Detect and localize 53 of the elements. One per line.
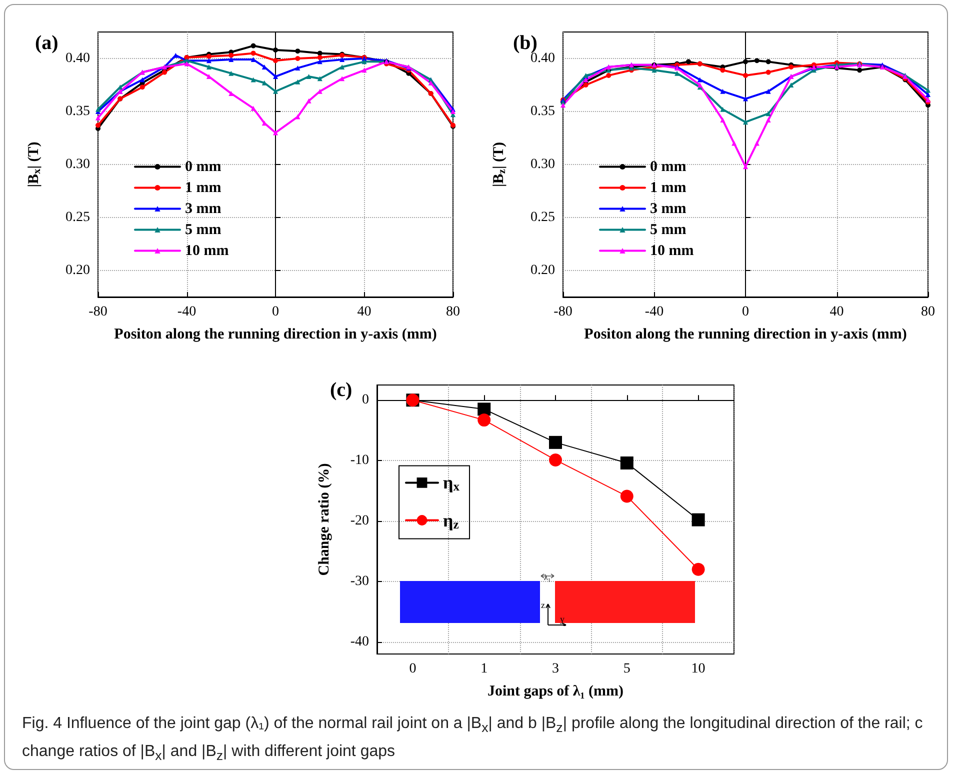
x-axis-title: Positon along the running direction in y-axis (mm): [584, 326, 907, 342]
x-tick-label: -40: [177, 304, 196, 320]
legend-label: 0 mm: [185, 158, 222, 175]
x-tick-label: -80: [554, 304, 572, 320]
legend-label: 5 mm: [650, 222, 687, 238]
y-tick-label: -20: [350, 514, 369, 529]
legend-label: 1 mm: [650, 180, 687, 196]
y-tick-label: 0.35: [66, 104, 90, 119]
legend-label: 0 mm: [650, 158, 687, 175]
legend-label: 5 mm: [185, 222, 222, 238]
x-tick-label: 40: [357, 304, 372, 320]
legend-label: 10 mm: [185, 242, 230, 259]
x-tick-label: 1: [480, 662, 488, 676]
annotation: y: [560, 614, 565, 624]
x-tick-label: 0: [409, 662, 416, 676]
legend-label: 3 mm: [650, 200, 687, 217]
legend-label: 10 mm: [650, 242, 694, 259]
x-tick-label: -40: [644, 304, 664, 320]
x-tick-label: 3: [552, 662, 559, 676]
x-tick-label: 10: [691, 662, 706, 676]
y-tick-label: 0: [362, 392, 369, 408]
annotation: z: [541, 600, 545, 610]
chart-title: (c): [330, 379, 352, 401]
legend-label: 1 mm: [185, 180, 222, 196]
y-tick-label: 0.20: [530, 263, 555, 278]
y-tick-label: 0.40: [66, 51, 90, 66]
y-tick-label: 0.35: [530, 104, 555, 119]
x-tick-label: 40: [830, 304, 844, 320]
y-tick-label: 0.25: [530, 210, 555, 225]
x-tick-label: 80: [446, 304, 460, 320]
y-axis-title: |Bx| (T): [26, 142, 43, 188]
y-tick-label: 0.20: [66, 263, 90, 278]
x-tick-label: 0: [272, 304, 279, 320]
y-tick-label: 0.30: [530, 157, 555, 172]
x-tick-label: 80: [921, 304, 935, 320]
y-tick-label: 0.40: [530, 51, 555, 66]
y-axis-title: Change ratio (%): [316, 463, 332, 576]
y-tick-label: -30: [350, 574, 369, 589]
annotation: λ₁: [544, 573, 551, 582]
legend-label: 3 mm: [185, 200, 222, 217]
chart-title: (a): [35, 32, 58, 54]
x-axis-title: Joint gaps of λ₁ (mm): [487, 684, 624, 700]
y-tick-label: -10: [350, 453, 369, 468]
x-tick-label: 5: [623, 662, 630, 676]
y-tick-label: -40: [350, 634, 369, 650]
x-tick-label: -80: [88, 304, 108, 320]
x-tick-label: 0: [742, 304, 749, 320]
y-tick-label: 0.30: [66, 157, 90, 172]
chart-title: (b): [513, 32, 538, 54]
text: Fig. 4 Influence of the joint gap (λ₁) of the normal rail joint on a |B$_{x}$| and b |B$_{z}$| profile along the longitudinal direction of the rail; c change ratios of |B$_{x}$| and |B$_{z}$| with different joint gaps: [22, 715, 923, 764]
x-axis-title: Positon along the running direction in y-axis (mm): [114, 326, 437, 342]
y-tick-label: 0.25: [66, 210, 90, 225]
y-axis-title: |Bz| (T): [491, 142, 508, 188]
